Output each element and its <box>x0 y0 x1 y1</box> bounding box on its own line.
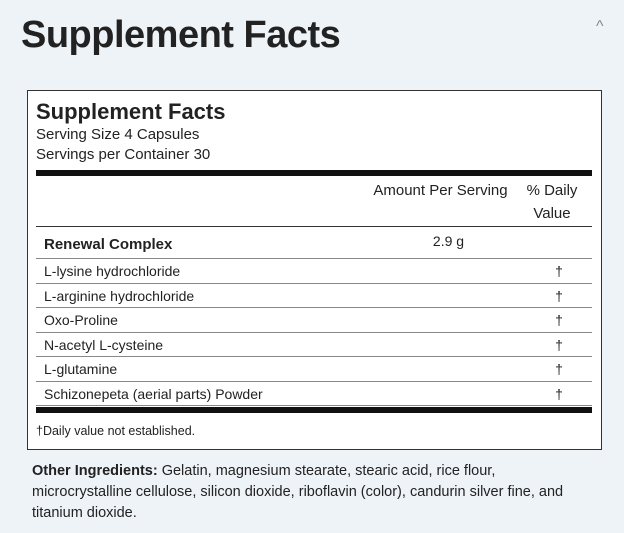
ingredient-name: Oxo-Proline <box>44 312 118 328</box>
servings-per-container: Servings per Container 30 <box>36 146 211 163</box>
serving-size: Serving Size 4 Capsules <box>36 126 200 143</box>
column-header: Amount Per Serving <box>373 182 508 199</box>
divider-line <box>36 226 592 227</box>
facts-row: L-lysine hydrochloride † <box>36 259 592 284</box>
ingredient-name: Schizonepeta (aerial parts) Powder <box>44 385 263 402</box>
daily-value: † <box>555 361 563 377</box>
daily-value: † <box>555 385 563 402</box>
facts-row: N-acetyl L-cysteine † <box>36 333 592 357</box>
other-ingredients-text: Gelatin, magnesium stearate, stearic aci… <box>32 463 564 521</box>
daily-value: † <box>555 263 563 279</box>
ingredient-name: L-lysine hydrochloride <box>44 263 181 279</box>
other-ingredients-label: Other Ingredients: <box>32 463 158 479</box>
daily-value: † <box>555 287 563 304</box>
collapse-icon[interactable]: ^ <box>596 18 604 35</box>
divider-bar <box>36 170 592 176</box>
divider-bar <box>36 407 592 413</box>
ingredient-name: L-arginine hydrochloride <box>44 287 195 304</box>
label-title: Supplement Facts <box>36 99 226 124</box>
page-heading: Supplement Facts <box>21 14 341 56</box>
facts-row: Schizonepeta (aerial parts) Powder † <box>36 382 592 406</box>
other-ingredients: Other Ingredients: Gelatin, magnesium st… <box>32 461 592 524</box>
footnote: †Daily value not established. <box>36 424 196 438</box>
daily-value: † <box>555 312 563 328</box>
ingredient-name: L-glutamine <box>44 361 118 377</box>
amount: 2.9 g <box>432 233 465 249</box>
ingredient-name: N-acetyl L-cysteine <box>44 336 164 353</box>
column-header: % Daily Value <box>526 182 578 222</box>
facts-row: L-arginine hydrochloride † <box>36 284 592 308</box>
ingredient-name: Renewal Complex <box>44 236 173 253</box>
facts-panel: Supplement Facts Serving Size 4 Capsules… <box>27 90 602 450</box>
facts-row: Renewal Complex 2.9 g <box>36 227 592 259</box>
facts-row: L-glutamine † <box>36 357 592 382</box>
daily-value: † <box>555 336 563 353</box>
facts-row: Oxo-Proline † <box>36 308 592 333</box>
